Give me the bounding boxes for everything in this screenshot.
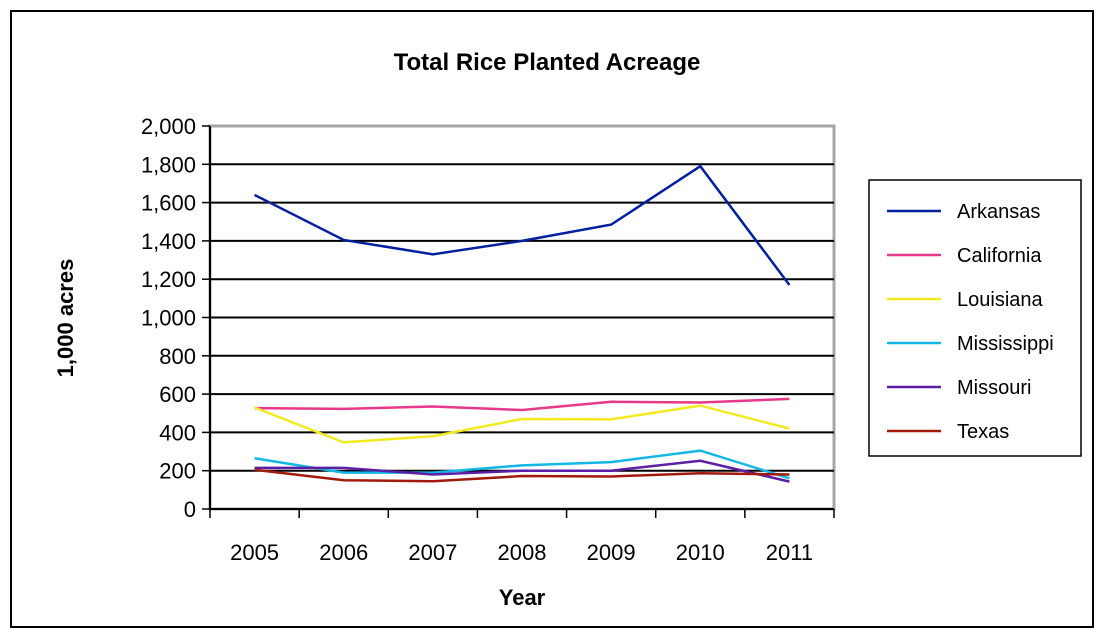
y-tick-label: 1,000 xyxy=(141,306,196,331)
x-tick-label: 2005 xyxy=(230,540,279,565)
series-line-missouri xyxy=(254,459,790,483)
x-tick-label: 2010 xyxy=(676,540,725,565)
chart-frame: Total Rice Planted Acreage 0 200 400 600 800… xyxy=(10,10,1094,628)
line-chart: Total Rice Planted Acreage 0 200 400 600 800… xyxy=(53,49,1082,610)
y-tick-label: 1,600 xyxy=(141,191,196,216)
series-line-louisiana xyxy=(254,404,790,444)
series-line-arkansas xyxy=(254,164,791,286)
x-tick-label: 2006 xyxy=(319,540,368,565)
series-line-california xyxy=(254,397,790,412)
legend-label-missouri: Missouri xyxy=(957,377,1031,399)
legend-label-california: California xyxy=(957,245,1042,267)
y-axis-title: 1,000 acres xyxy=(53,259,78,378)
y-tick-label: 800 xyxy=(159,344,196,369)
legend-label-mississippi: Mississippi xyxy=(957,333,1054,355)
series-line-texas xyxy=(254,468,790,483)
legend-box xyxy=(868,179,1082,457)
y-tick-label: 1,400 xyxy=(141,229,196,254)
gridlines xyxy=(210,163,834,472)
legend-label-texas: Texas xyxy=(957,421,1009,443)
y-tick-label: 1,200 xyxy=(141,267,196,292)
series-lines xyxy=(254,164,791,483)
y-tick-label: 600 xyxy=(159,382,196,407)
x-axis-title: Year xyxy=(499,585,546,610)
series-line-mississippi xyxy=(254,449,790,480)
x-tick-label: 2011 xyxy=(766,540,813,565)
y-tick-label: 2,000 xyxy=(141,114,196,139)
x-tick-label: 2009 xyxy=(587,540,636,565)
y-axis: 0 200 400 600 800 1,000 1,200 1,400 1,600 1,800 2,… xyxy=(141,114,211,522)
chart-title: Total Rice Planted Acreage xyxy=(394,49,701,76)
y-tick-label: 1,800 xyxy=(141,152,196,177)
x-tick-label: 2008 xyxy=(498,540,547,565)
y-tick-label: 0 xyxy=(184,497,196,522)
x-tick-label: 2007 xyxy=(408,540,457,565)
legend-label-arkansas: Arkansas xyxy=(957,201,1040,223)
legend: Arkansas California Louisiana Mississippi Mi… xyxy=(887,201,1054,443)
x-axis: 2005 2006 2007 2008 2009 2010 2011 xyxy=(209,508,835,565)
y-tick-label: 400 xyxy=(159,420,196,445)
y-tick-label: 200 xyxy=(159,459,196,484)
legend-label-louisiana: Louisiana xyxy=(957,289,1044,311)
